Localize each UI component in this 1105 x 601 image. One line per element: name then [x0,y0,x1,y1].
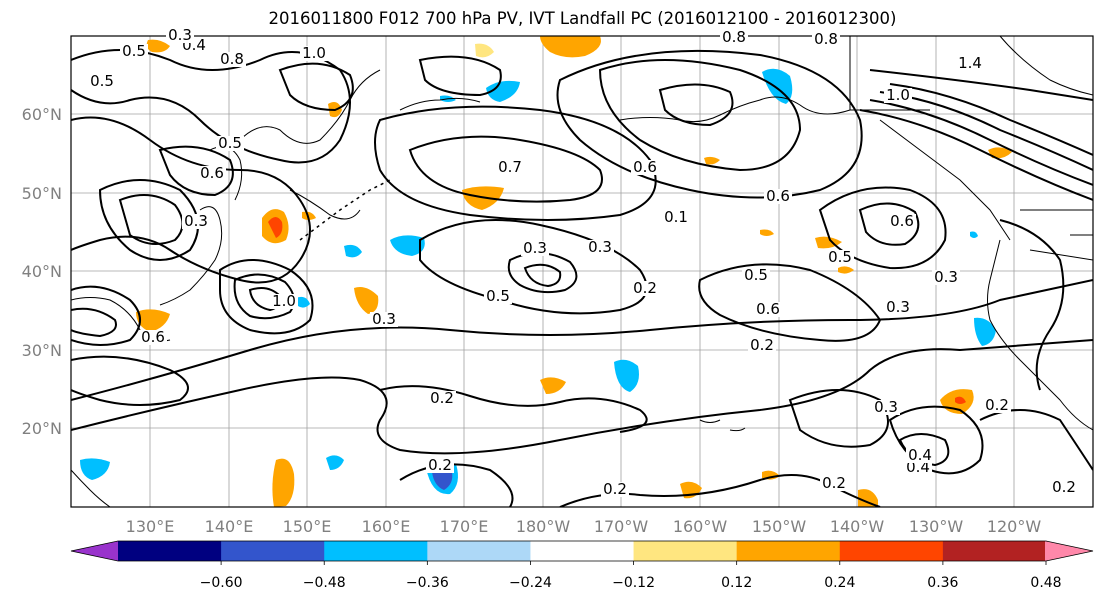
contour-label: 1.0 [302,44,326,62]
colorbar-tick-label: −0.60 [200,575,243,591]
latitude-labels: 20°N 30°N 40°N 50°N 60°N [22,105,62,438]
contour-label: 0.2 [430,389,454,407]
colorbar: −0.60 −0.48 −0.36 −0.24 −0.12 0.12 0.24 0.36 0.4… [70,540,1094,591]
map-title: 2016011800 F012 700 hPa PV, IVT Landfall… [268,9,897,28]
contour-label: 0.8 [220,50,244,68]
colorbar-tick-label: −0.48 [303,575,346,591]
longitude-label: 160°E [362,517,411,536]
positive-anomaly-patches [136,36,1012,507]
map-content [71,36,1093,507]
contour-label: 0.5 [122,42,146,60]
longitude-label: 120°W [987,517,1042,536]
latitude-label: 20°N [22,419,62,438]
colorbar-extension-min [71,541,119,561]
colorbar-segment [118,541,222,561]
longitude-label: 130°E [126,517,175,536]
colorbar-extension-max [1045,541,1093,561]
contour-label: 0.8 [814,30,838,48]
contour-label: 0.5 [744,266,768,284]
pv-contours [71,49,1093,507]
contour-label: 0.2 [633,279,657,297]
latitude-label: 60°N [22,105,62,124]
contour-label: 0.3 [874,398,898,416]
contour-label: 0.2 [1052,478,1076,496]
colorbar-segment [530,541,635,561]
longitude-label: 170°E [440,517,489,536]
longitude-label: 170°W [594,517,649,536]
contour-label: 0.5 [828,248,852,266]
contour-label: 1.4 [958,54,982,72]
contour-label: 0.2 [428,456,452,474]
longitude-label: 140°W [830,517,885,536]
contour-labels: 0.5 0.4 0.3 1.0 0.8 0.6 0.5 0.3 0.7 0.6 0.1 0.3 0.5 0… [88,26,1078,498]
contour-label: 0.3 [886,298,910,316]
colorbar-segment [324,541,428,561]
latitude-label: 30°N [22,341,62,360]
longitude-label: 150°E [283,517,332,536]
coastlines [71,36,1093,507]
contour-label: 0.6 [890,212,914,230]
contour-label: 0.6 [756,300,780,318]
contour-label: 0.6 [633,158,657,176]
contour-label: 0.2 [603,480,627,498]
contour-label: 0.2 [822,474,846,492]
contour-label: 1.0 [886,86,910,104]
longitude-label: 180°W [516,517,571,536]
longitude-label: 150°W [752,517,807,536]
map-background [71,36,1093,507]
contour-label: 0.6 [141,328,165,346]
contour-label: 0.1 [664,208,688,226]
longitude-label: 160°W [673,517,728,536]
contour-label: 0.3 [588,238,612,256]
colorbar-tick-label: −0.24 [509,575,552,591]
longitude-labels: 130°E 140°E 150°E 160°E 170°E 180°W 170°W 160°W… [126,517,1042,536]
contour-label: 0.5 [218,134,242,152]
latitude-label: 40°N [22,262,62,281]
colorbar-tick-label: −0.36 [406,575,449,591]
contour-label: 0.4 [908,446,932,464]
contour-label: 1.0 [272,292,296,310]
colorbar-tick-label: 0.24 [824,575,855,591]
colorbar-segment [942,541,1047,561]
colorbar-tick-label: 0.48 [1030,575,1061,591]
contour-label: 0.3 [372,310,396,328]
colorbar-tick-label: −0.12 [612,575,655,591]
colorbar-tick-label: 0.12 [721,575,752,591]
contour-label: 0.3 [523,239,547,257]
contour-label: 0.6 [766,187,790,205]
contour-label: 0.6 [200,164,224,182]
colorbar-segment [839,541,944,561]
map-frame [70,35,1094,508]
colorbar-segment [633,541,738,561]
contour-label: 0.3 [934,268,958,286]
contour-label: 0.3 [184,212,208,230]
longitude-label: 130°W [909,517,964,536]
contour-label: 0.3 [168,26,192,44]
contour-label: 0.5 [486,287,510,305]
colorbar-tick-label: 0.36 [927,575,958,591]
contour-label: 0.8 [722,28,746,46]
contour-label: 0.2 [985,396,1009,414]
colorbar-segment [221,541,325,561]
contour-label: 0.7 [498,158,522,176]
contour-label: 0.5 [90,72,114,90]
contour-label: 0.2 [750,336,774,354]
colorbar-segment [427,541,531,561]
graticule [71,36,1093,507]
colorbar-segment [736,541,841,561]
latitude-label: 50°N [22,184,62,203]
longitude-label: 140°E [205,517,254,536]
